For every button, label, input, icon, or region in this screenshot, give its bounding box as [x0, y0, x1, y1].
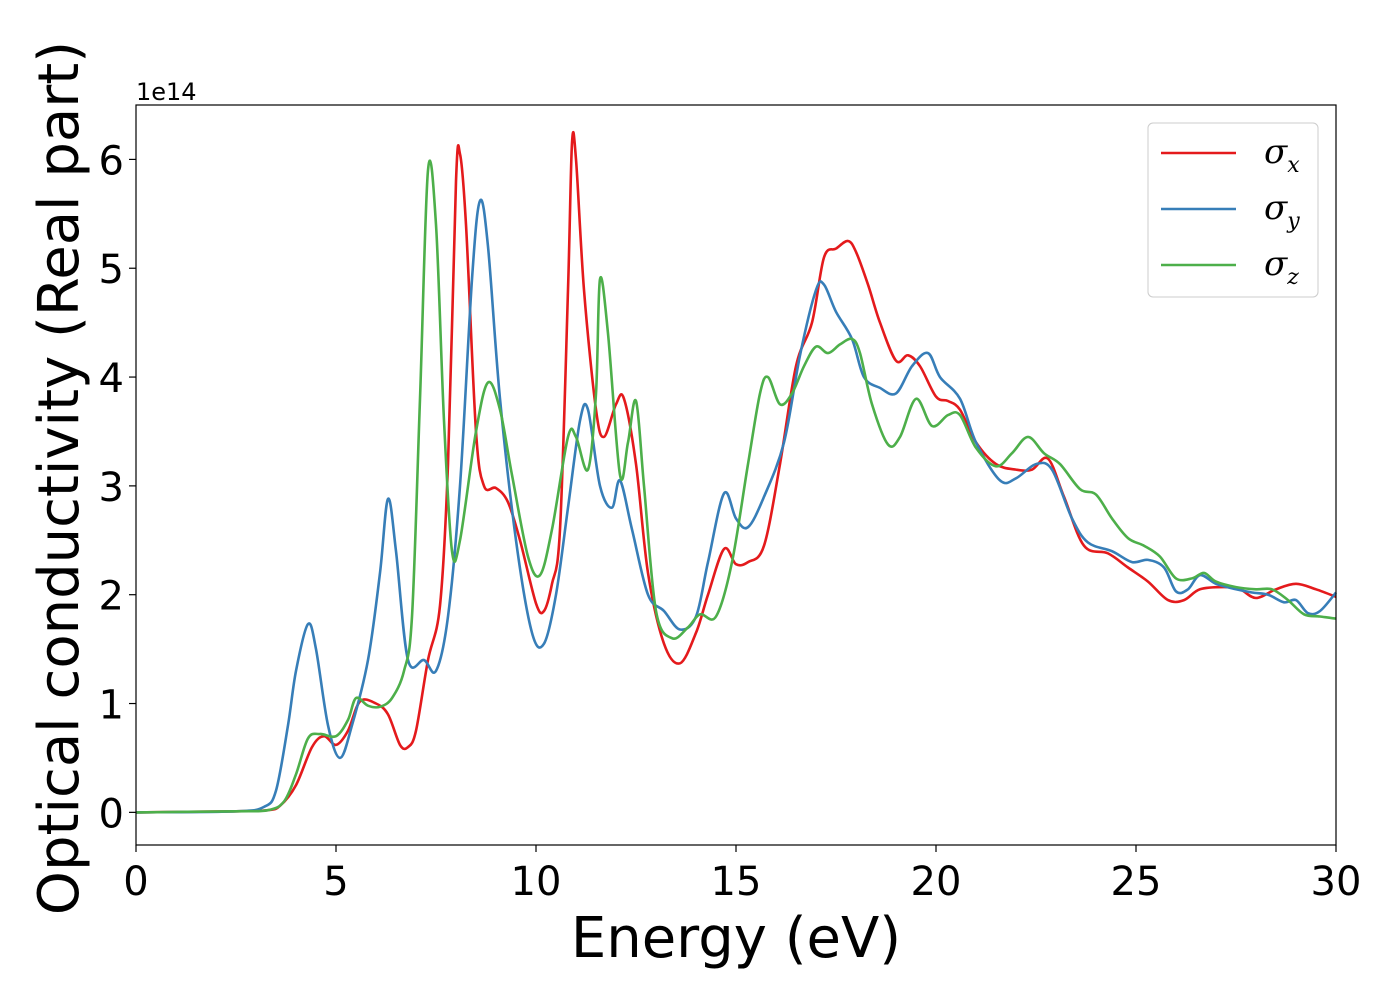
x-tick-label: 20: [911, 859, 962, 905]
y-axis-label: Optical conductivity (Real part): [27, 41, 92, 915]
series-lines: [135, 130, 1337, 814]
y-tick-label: 5: [99, 247, 124, 293]
x-axis-ticks: 0 5 10 15 20 25 30: [123, 845, 1361, 905]
x-tick-label: 0: [123, 859, 148, 905]
x-tick-label: 10: [511, 859, 562, 905]
series-line-x: [135, 130, 1337, 814]
y-tick-label: 6: [99, 138, 124, 184]
x-tick-label: 5: [323, 859, 348, 905]
y-tick-label: 3: [99, 465, 124, 511]
x-tick-label: 15: [711, 859, 762, 905]
y-axis-ticks: 0 1 2 3 4 5 6: [99, 138, 136, 837]
y-tick-label: 0: [99, 791, 124, 837]
x-tick-label: 30: [1311, 859, 1362, 905]
x-axis-label: Energy (eV): [571, 906, 901, 971]
y-tick-label: 2: [99, 574, 124, 620]
series-line-z: [135, 159, 1337, 814]
y-tick-label: 1: [99, 683, 124, 729]
y-tick-label: 4: [99, 356, 124, 402]
x-tick-label: 25: [1111, 859, 1162, 905]
y-offset-label: 1e14: [136, 78, 197, 106]
